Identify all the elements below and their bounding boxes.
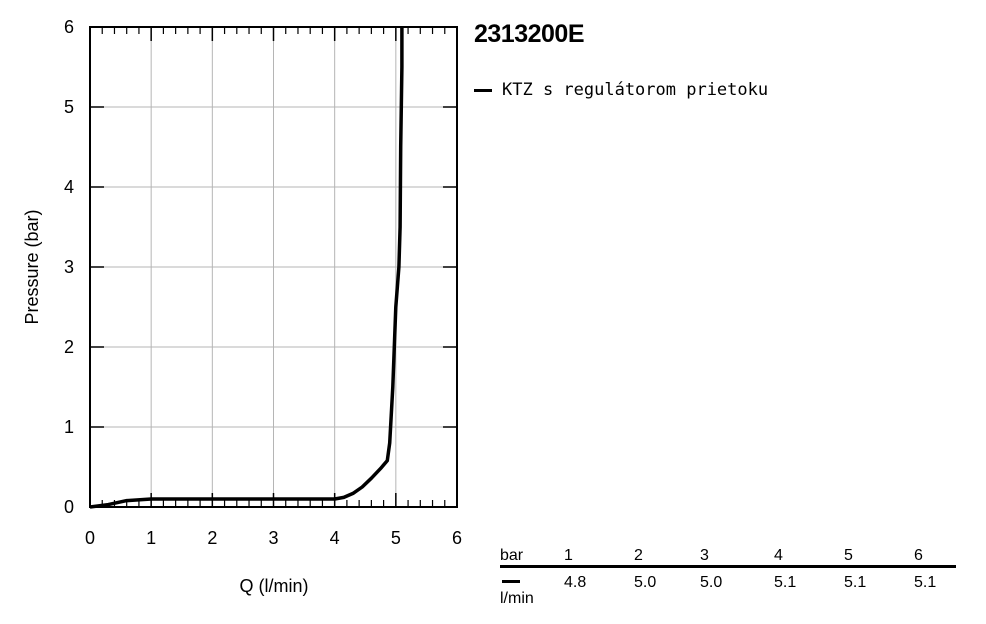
x-tick-label: 6 <box>452 528 462 548</box>
x-tick-label: 4 <box>330 528 340 548</box>
y-tick-label: 5 <box>64 97 74 117</box>
table-col-5: 5 <box>844 547 853 564</box>
y-tick-label: 4 <box>64 177 74 197</box>
tick-label-layer: 0 1 2 3 4 5 6 0 1 2 3 4 5 6 <box>64 17 462 548</box>
table-value-6: 5.1 <box>914 574 937 591</box>
grid-layer <box>90 27 457 507</box>
table-col-6: 6 <box>914 547 923 564</box>
x-tick-label: 3 <box>268 528 278 548</box>
table-col-1: 1 <box>564 547 573 564</box>
table-value-5: 5.1 <box>844 574 867 591</box>
x-tick-label: 1 <box>146 528 156 548</box>
table-col-4: 4 <box>774 547 783 564</box>
y-tick-label: 3 <box>64 257 74 277</box>
table-value-1: 4.8 <box>564 574 587 591</box>
x-tick-label: 0 <box>85 528 95 548</box>
x-axis-title: Q (l/min) <box>240 576 309 596</box>
y-tick-label: 6 <box>64 17 74 37</box>
y-tick-label: 0 <box>64 497 74 517</box>
x-tick-label: 5 <box>391 528 401 548</box>
y-tick-label: 1 <box>64 417 74 437</box>
product-title: 2313200E <box>474 20 585 48</box>
table-series-swatch <box>502 580 520 583</box>
table-unit-label: l/min <box>500 590 534 607</box>
x-tick-label: 2 <box>207 528 217 548</box>
table-value-4: 5.1 <box>774 574 797 591</box>
flow-table: bar 1 2 3 4 5 6 4.8 5.0 5.0 5.1 5.1 5.1 … <box>500 544 956 614</box>
y-tick-label: 2 <box>64 337 74 357</box>
y-axis-title: Pressure (bar) <box>22 209 42 324</box>
table-col-2: 2 <box>634 547 643 564</box>
table-rule <box>500 565 956 568</box>
legend-label: KTZ s regulátorom prietoku <box>502 80 769 100</box>
table-col-3: 3 <box>700 547 709 564</box>
table-value-3: 5.0 <box>700 574 723 591</box>
legend: KTZ s regulátorom prietoku <box>474 80 768 100</box>
legend-swatch <box>474 88 492 92</box>
table-header-label: bar <box>500 547 524 564</box>
series-line-ktz <box>89 27 404 509</box>
table-value-2: 5.0 <box>634 574 657 591</box>
